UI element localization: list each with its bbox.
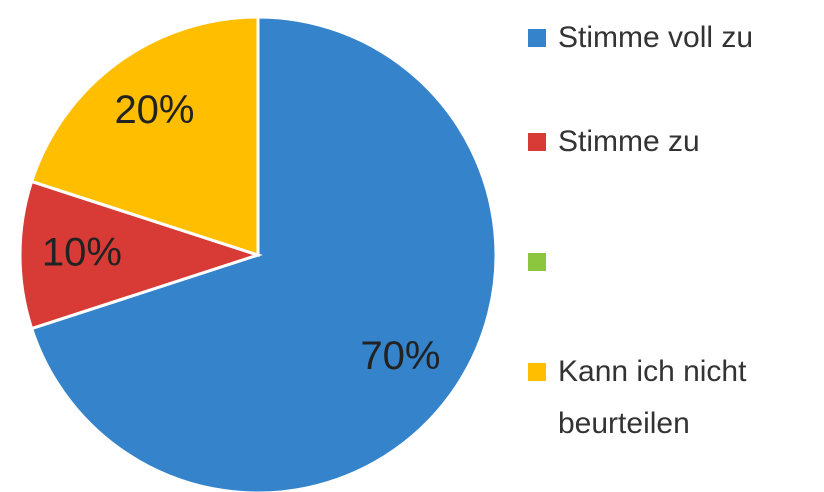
legend-swatch bbox=[528, 133, 546, 151]
pie-slice bbox=[29, 15, 260, 258]
legend-item: Kann ich nicht beurteilen bbox=[528, 346, 808, 450]
pie-slice bbox=[18, 179, 263, 331]
data-label: 20% bbox=[114, 88, 194, 132]
legend-label: Stimme zu bbox=[558, 125, 700, 158]
data-label: 10% bbox=[42, 231, 122, 275]
legend-item: Stimme voll zu bbox=[528, 12, 808, 64]
legend-label: Kann ich nicht beurteilen bbox=[558, 355, 747, 440]
legend-swatch bbox=[528, 29, 546, 47]
legend-swatch bbox=[528, 363, 546, 381]
legend-swatch bbox=[528, 253, 546, 271]
legend-item: Stimme zu bbox=[528, 116, 808, 168]
data-label: 70% bbox=[360, 334, 440, 378]
pie-slice bbox=[29, 15, 498, 492]
legend-label: Stimme voll zu bbox=[558, 21, 754, 54]
